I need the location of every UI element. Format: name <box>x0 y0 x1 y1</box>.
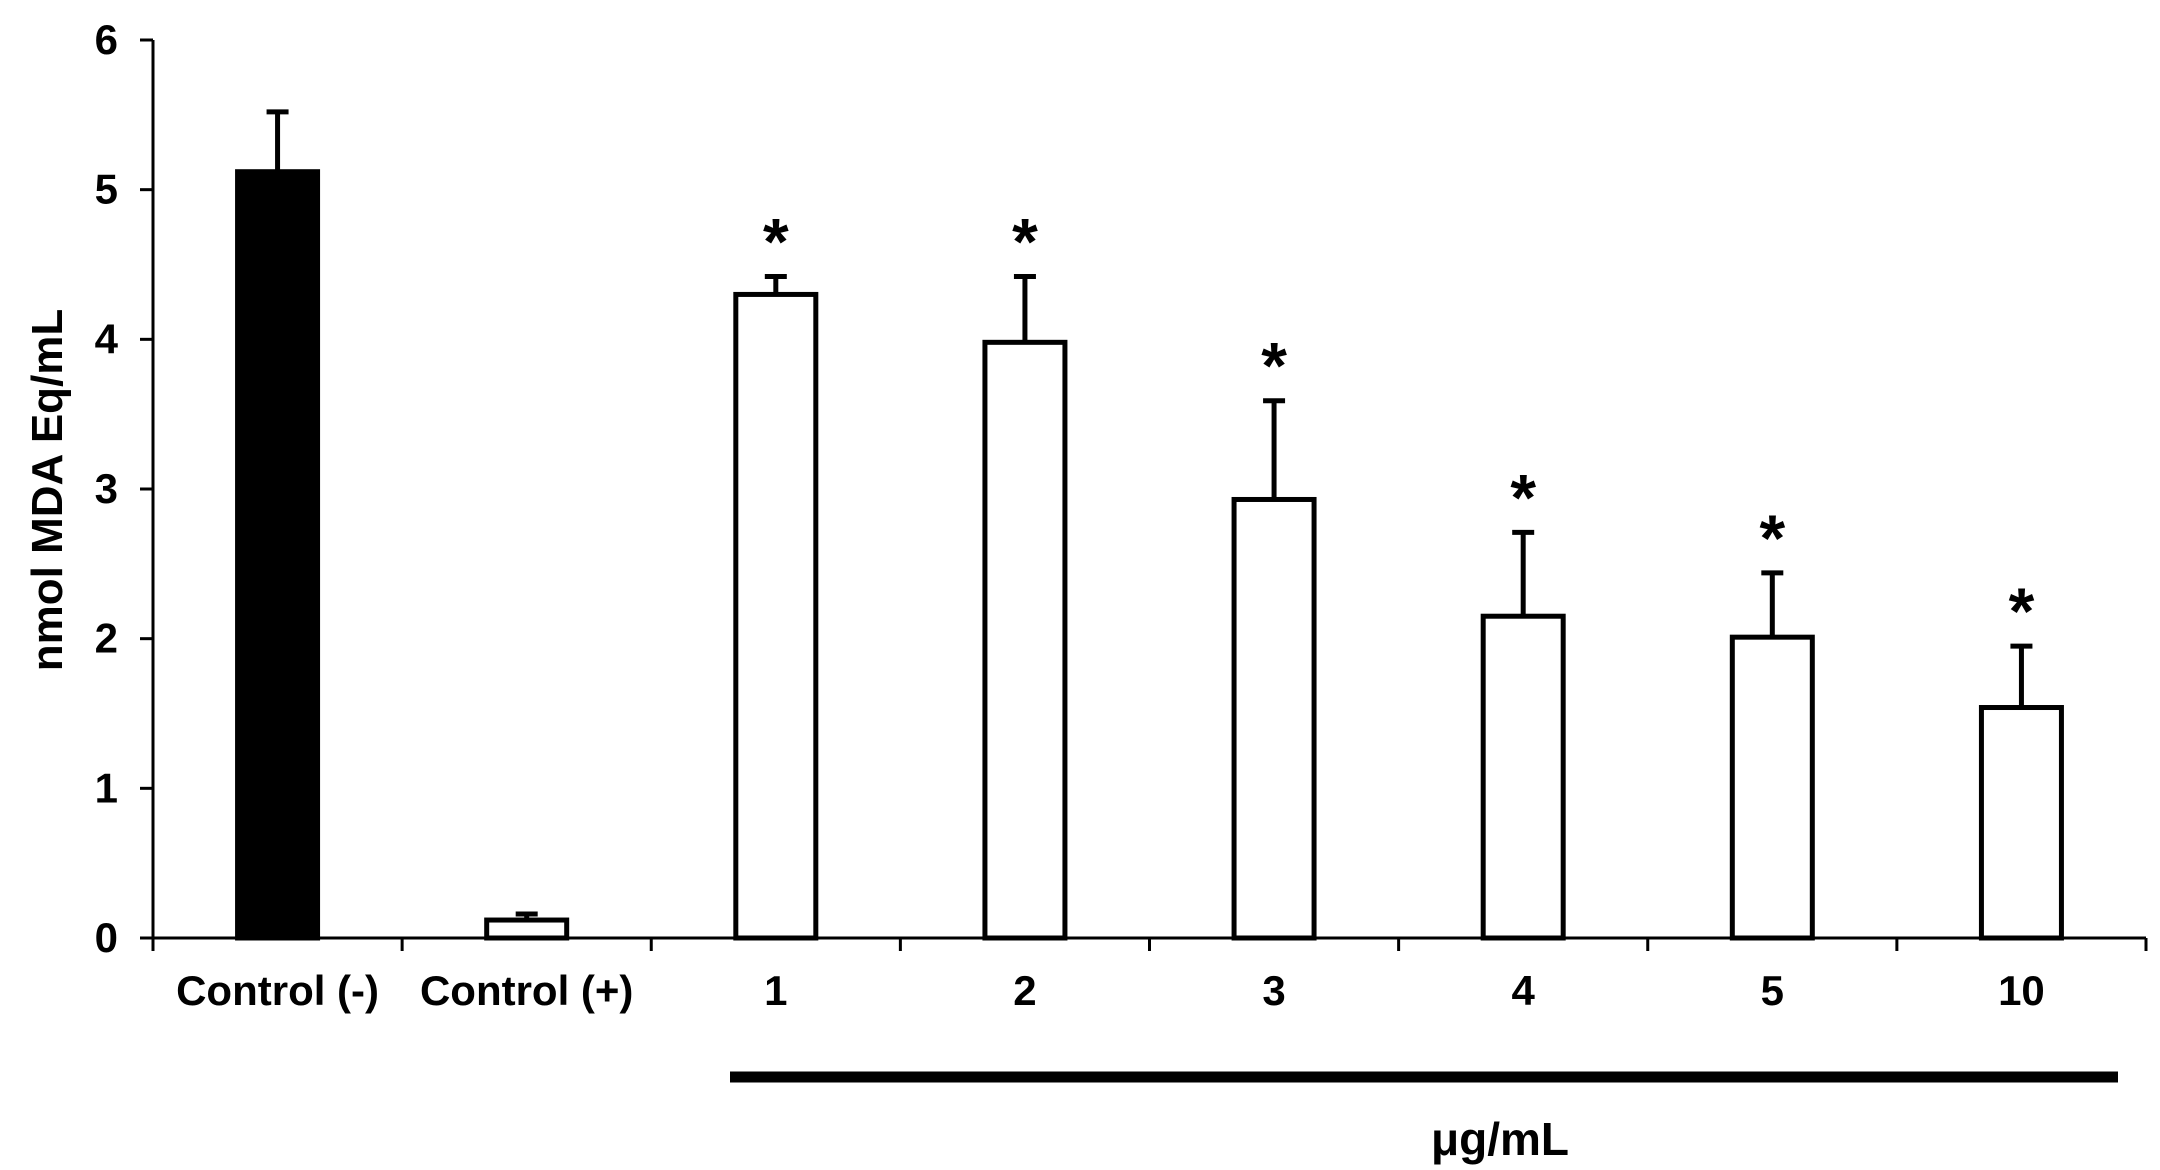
bar <box>1978 705 2064 941</box>
significance-mark: * <box>2009 574 2035 648</box>
axes <box>140 38 2148 951</box>
x-category-label: 5 <box>1761 967 1784 1014</box>
x-category-label: 10 <box>1998 967 2045 1014</box>
x-category-label: 3 <box>1262 967 1285 1014</box>
y-tick-label: 5 <box>95 166 118 213</box>
y-tick-label: 6 <box>95 16 118 63</box>
significance-mark: * <box>763 204 789 278</box>
bar <box>1729 634 1815 941</box>
significance-mark: * <box>1759 501 1785 575</box>
bar <box>982 339 1068 941</box>
y-axis-label: nmol MDA Eq/mL <box>23 309 72 672</box>
y-tick-label: 4 <box>95 315 119 362</box>
bar <box>1231 496 1317 941</box>
x-category-label: Control (+) <box>420 967 633 1014</box>
x-category-label: 2 <box>1013 967 1036 1014</box>
y-tick-label: 2 <box>95 615 118 662</box>
bar <box>733 291 819 941</box>
y-tick-label: 0 <box>95 914 118 961</box>
x-category-label: 1 <box>764 967 787 1014</box>
y-tick-label: 1 <box>95 764 118 811</box>
group-label: μg/mL <box>1431 1113 1569 1165</box>
bars <box>235 109 2064 941</box>
labels: 0 1 2 3 4 5 6 Control (-) Control (+) * 1 * 2 * 3 * 4 * 5 *… <box>95 16 2045 1014</box>
bar <box>235 169 321 941</box>
bar <box>484 917 570 941</box>
significance-mark: * <box>1012 204 1038 278</box>
significance-mark: * <box>1261 329 1287 403</box>
x-category-label: 4 <box>1512 967 1536 1014</box>
y-tick-label: 3 <box>95 465 118 512</box>
x-category-label: Control (-) <box>176 967 379 1014</box>
bar <box>1480 613 1566 941</box>
significance-mark: * <box>1510 460 1536 534</box>
